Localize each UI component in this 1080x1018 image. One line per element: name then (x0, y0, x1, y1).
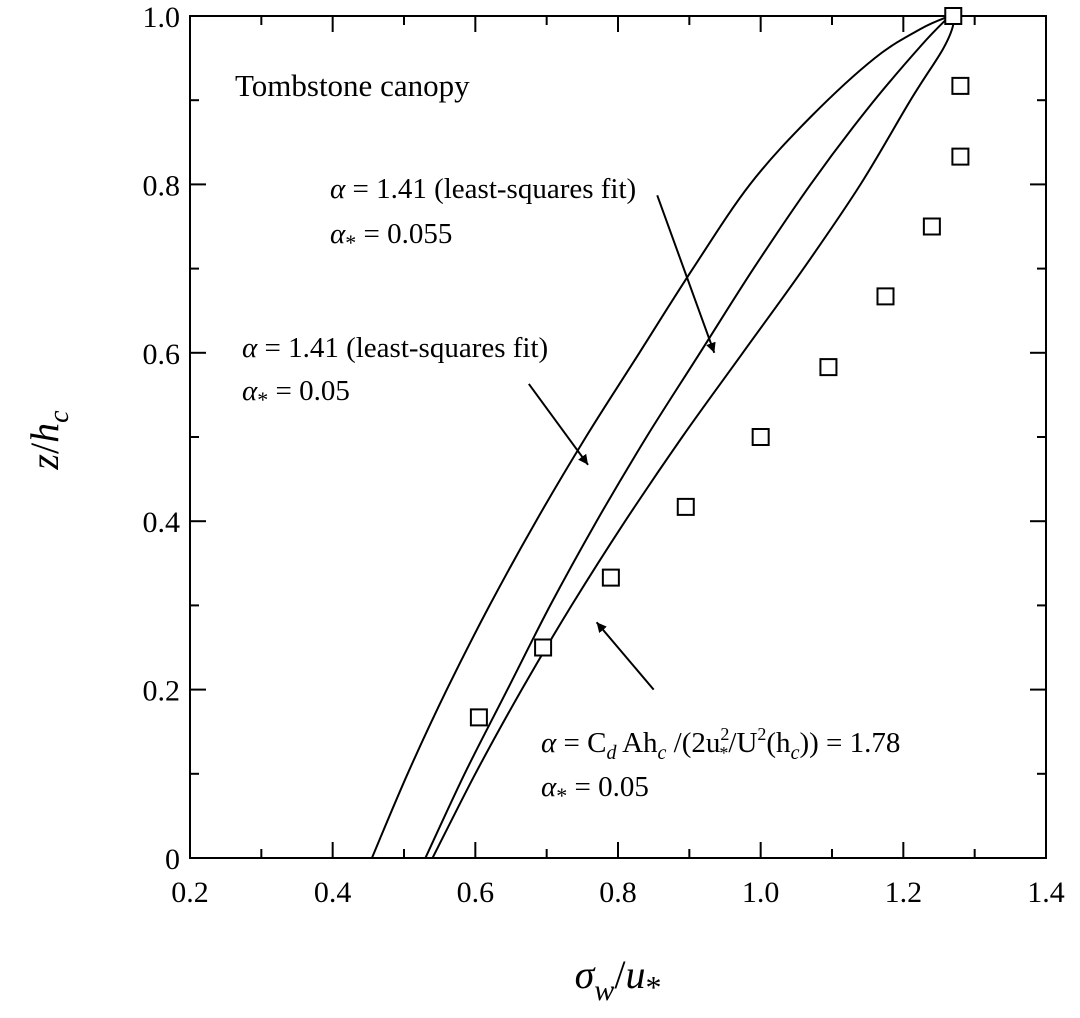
annotation-3-line1: α = Cd Ahc /(2u2 */U2(hc)) = 1.78 (541, 724, 900, 764)
x-tick-label: 0.6 (457, 876, 495, 909)
annotation-1-line2: α* = 0.055 (330, 218, 452, 255)
y-tick-label: 0 (165, 843, 180, 876)
x-axis-title: σw/u* (575, 952, 662, 1007)
data-point-square (676, 497, 695, 516)
annotation-3-line2: α* = 0.05 (541, 771, 649, 808)
x-tick-label: 1.2 (885, 876, 923, 909)
annotation-arrow-2 (528, 383, 589, 466)
annotation-arrow-1 (656, 195, 716, 354)
data-point-square (534, 638, 553, 657)
annotation-arrows (528, 195, 716, 691)
x-tick-label: 0.4 (314, 876, 352, 909)
x-tick-label: 0.2 (171, 876, 209, 909)
y-tick-label: 1.0 (143, 1, 181, 34)
model-curve-2 (424, 15, 951, 859)
model-curve-3 (431, 15, 955, 859)
model-curves (370, 15, 955, 859)
annotation-1-line1: α = 1.41 (least-squares fit) (330, 173, 636, 205)
y-tick-label: 0.8 (143, 169, 181, 202)
data-point-square (819, 358, 838, 377)
annotation-2-line2: α* = 0.05 (242, 375, 350, 412)
data-point-square (922, 217, 941, 236)
chart-title: Tombstone canopy (235, 68, 470, 103)
annotation-3: α = Cd Ahc /(2u2 */U2(hc)) = 1.78 α* = 0.… (541, 724, 900, 808)
x-tick-label: 1.0 (742, 876, 780, 909)
y-axis-title: z/hc (22, 410, 75, 471)
annotation-2-line1: α = 1.41 (least-squares fit) (242, 332, 548, 364)
y-tick-label: 0.6 (143, 338, 181, 371)
data-point-square (944, 7, 963, 25)
annotation-arrow-3 (595, 621, 655, 691)
data-point-square (469, 708, 488, 727)
y-tick-label: 0.2 (143, 675, 181, 708)
annotation-2: α = 1.41 (least-squares fit) α* = 0.05 (242, 332, 548, 412)
axis-ticks: 0.2 0.4 0.6 0.8 1.0 1.2 1.400.20.40.60.81.0 (143, 1, 1065, 909)
x-tick-label: 0.8 (599, 876, 637, 909)
x-tick-label: 1.4 (1027, 876, 1065, 909)
data-point-square (951, 147, 970, 166)
data-point-square (951, 76, 970, 95)
y-tick-label: 0.4 (143, 506, 181, 539)
data-markers (469, 7, 970, 727)
model-curve-1 (370, 15, 951, 859)
annotation-1: α = 1.41 (least-squares fit) α* = 0.055 (330, 173, 636, 255)
data-point-square (751, 428, 770, 446)
data-point-square (601, 568, 620, 587)
data-point-square (876, 287, 895, 306)
